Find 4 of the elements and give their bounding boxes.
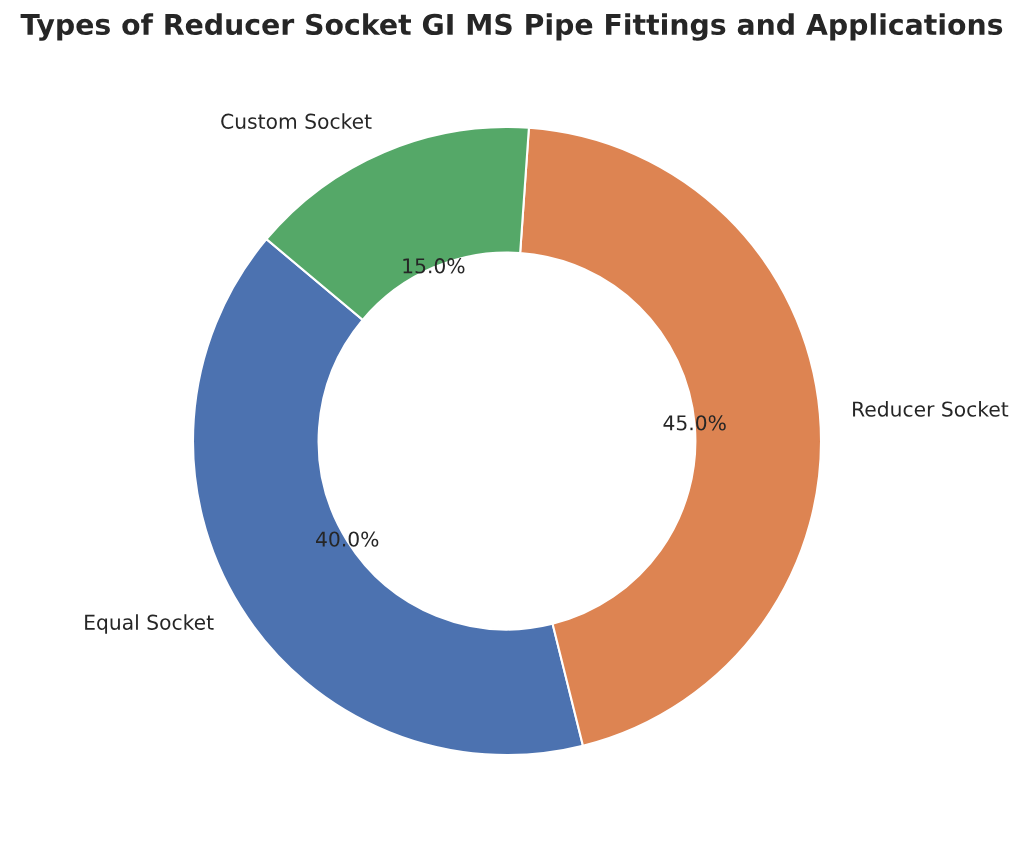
slice-label: Custom Socket — [221, 113, 372, 129]
slice-label: Reducer Socket — [853, 401, 1009, 417]
chart-title: Types of Reducer Socket GI MS Pipe Fittings and Applications — [20, 13, 1003, 41]
slice-label: Equal Socket — [85, 614, 214, 634]
